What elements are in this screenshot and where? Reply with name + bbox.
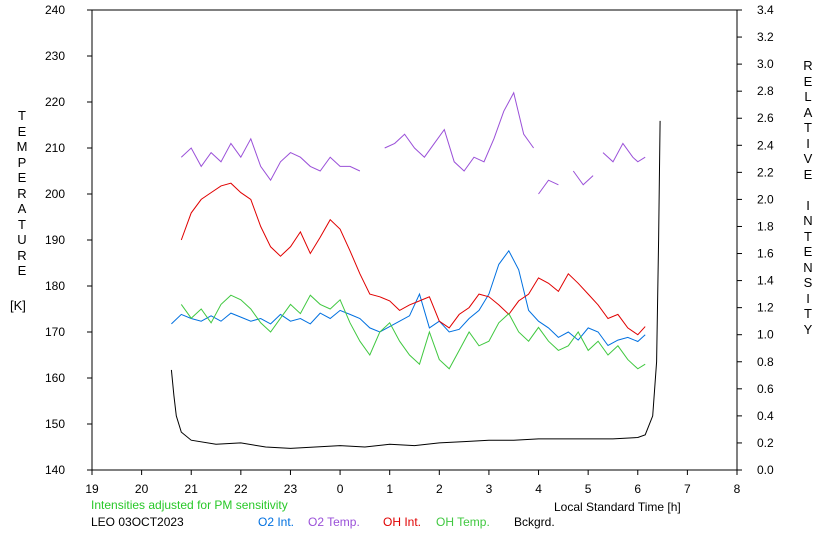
right-axis-label-letter: I — [806, 290, 810, 306]
legend-oh-int: OH Int. — [383, 515, 422, 529]
right-tick-label: 3.2 — [757, 30, 774, 44]
x-tick-label: 1 — [386, 482, 393, 496]
legend-o2-int: O2 Int. — [258, 515, 295, 529]
legend-bckgrd: Bckgrd. — [514, 515, 555, 529]
right-axis-ticks: 0.0 0.2 0.4 0.6 0.8 1.0 1.2 1.4 1.6 1.8 2.0 2.2 2.4 2… — [737, 3, 774, 477]
x-tick-label: 4 — [535, 482, 542, 496]
left-tick-label: 210 — [45, 141, 65, 155]
x-tick-label: 20 — [135, 482, 149, 496]
left-axis-unit: [K] — [10, 298, 26, 313]
right-tick-label: 2.2 — [757, 165, 774, 179]
x-axis-ticks: 19 20 21 22 23 0 1 2 3 4 5 6 7 8 — [85, 470, 741, 496]
right-axis-label-letter: I — [806, 197, 810, 213]
right-axis-label-letter: T — [804, 120, 812, 135]
left-tick-label: 190 — [45, 233, 65, 247]
x-tick-label: 6 — [634, 482, 641, 496]
sensitivity-note: Intensities adjusted for PM sensitivity — [91, 498, 288, 512]
right-tick-label: 1.8 — [757, 219, 774, 233]
x-tick-label: 19 — [85, 482, 99, 496]
series-line-o2-temp — [180, 137, 361, 182]
left-tick-label: 140 — [45, 463, 65, 477]
left-tick-label: 160 — [45, 371, 65, 385]
left-axis-label-letter: T — [18, 216, 26, 232]
x-axis-label: Local Standard Time [h] — [554, 500, 681, 514]
right-tick-label: 2.0 — [757, 192, 774, 206]
left-tick-label: 220 — [45, 95, 65, 109]
right-tick-label: 2.4 — [757, 138, 774, 152]
right-axis-label-letter: E — [803, 166, 813, 182]
right-tick-label: 3.4 — [757, 3, 774, 17]
right-axis-label-letter: I — [806, 135, 810, 151]
left-tick-label: 200 — [45, 187, 65, 201]
right-axis-label-letter: N — [803, 213, 813, 228]
left-axis-label-letter: E — [17, 263, 27, 278]
left-axis-label-letter: R — [17, 247, 27, 263]
series-line-o2-temp — [572, 170, 594, 186]
right-axis-label-letter: Y — [803, 321, 813, 337]
right-tick-label: 1.4 — [757, 274, 774, 288]
series-line-bckgrd — [170, 120, 661, 449]
series-line-o2-temp — [384, 91, 535, 172]
left-tick-label: 240 — [45, 3, 65, 17]
left-tick-label: 170 — [45, 325, 65, 339]
left-axis-label-letter: M — [16, 139, 28, 154]
right-axis-label-letter — [798, 182, 818, 198]
left-tick-label: 180 — [45, 279, 65, 293]
left-axis-label-letter: T — [18, 108, 26, 123]
right-tick-label: 0.2 — [757, 436, 774, 450]
left-axis-label-letter: P — [17, 154, 27, 170]
right-axis-label-letter: E — [803, 244, 813, 259]
left-axis-label-letter: E — [17, 123, 27, 139]
plot-frame — [91, 9, 738, 471]
station-date: LEO 03OCT2023 — [91, 515, 184, 529]
right-tick-label: 0.4 — [757, 409, 774, 423]
series-line-o2-temp — [538, 179, 559, 195]
x-tick-label: 21 — [185, 482, 199, 496]
right-axis-label-letter: L — [804, 89, 812, 104]
series-line-o2-int — [171, 249, 646, 347]
right-axis-label-letter: S — [803, 275, 813, 290]
x-tick-label: 5 — [585, 482, 592, 496]
x-tick-label: 23 — [284, 482, 298, 496]
series-layer — [170, 91, 661, 449]
x-tick-label: 7 — [684, 482, 691, 496]
left-axis-label-letter: R — [17, 185, 27, 201]
series-line-oh-int — [180, 182, 646, 336]
right-tick-label: 2.8 — [757, 84, 774, 98]
left-axis-ticks: 140 150 160 170 180 190 200 210 220 230 240 — [45, 3, 92, 477]
series-line-o2-temp — [602, 142, 646, 163]
right-axis-label-letter: R — [803, 58, 813, 73]
series-line-oh-temp — [180, 294, 646, 370]
legend-o2-temp: O2 Temp. — [308, 515, 360, 529]
right-axis-label-letter: T — [804, 228, 812, 244]
right-tick-label: 0.8 — [757, 355, 774, 369]
right-tick-label: 1.0 — [757, 328, 774, 342]
legend-oh-temp: OH Temp. — [436, 515, 490, 529]
left-axis-label-letter: U — [17, 232, 27, 247]
right-tick-label: 0.0 — [757, 463, 774, 477]
right-tick-label: 3.0 — [757, 57, 774, 71]
x-tick-label: 3 — [486, 482, 493, 496]
right-axis-label-letter: V — [803, 151, 813, 166]
left-tick-label: 150 — [45, 417, 65, 431]
right-tick-label: 1.2 — [757, 301, 774, 315]
right-tick-label: 1.6 — [757, 247, 774, 261]
left-tick-label: 230 — [45, 49, 65, 63]
right-axis-label-letter: N — [803, 259, 813, 275]
left-axis-label-letter: E — [17, 170, 27, 185]
right-tick-label: 2.6 — [757, 111, 774, 125]
right-axis-label-letter: T — [804, 306, 812, 321]
right-axis-label-letter: E — [803, 73, 813, 89]
x-tick-label: 2 — [436, 482, 443, 496]
right-tick-label: 0.6 — [757, 382, 774, 396]
x-tick-label: 0 — [337, 482, 344, 496]
right-axis-label-letter: A — [803, 104, 813, 120]
left-axis-label-letter: A — [17, 201, 27, 216]
x-tick-label: 8 — [734, 482, 741, 496]
x-tick-label: 22 — [234, 482, 248, 496]
